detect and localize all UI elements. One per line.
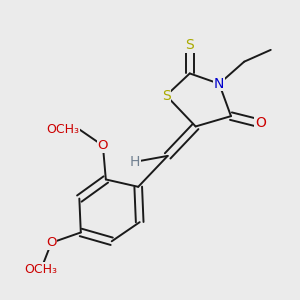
Text: OCH₃: OCH₃ (46, 123, 79, 136)
Text: H: H (130, 155, 140, 169)
Text: O: O (98, 139, 108, 152)
Text: S: S (185, 38, 194, 52)
Text: OCH₃: OCH₃ (25, 263, 58, 276)
Text: O: O (46, 236, 57, 249)
Text: S: S (162, 88, 171, 103)
Text: O: O (255, 116, 266, 130)
Text: N: N (214, 77, 224, 91)
